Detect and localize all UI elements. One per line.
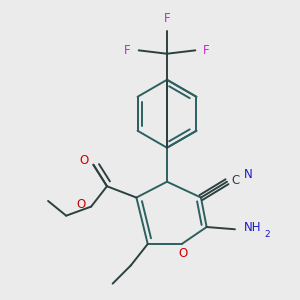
Text: N: N — [244, 168, 253, 182]
Text: NH: NH — [244, 220, 262, 233]
Text: O: O — [80, 154, 89, 167]
Text: F: F — [164, 12, 170, 26]
Text: O: O — [178, 247, 188, 260]
Text: F: F — [203, 44, 210, 57]
Text: F: F — [124, 44, 131, 57]
Text: O: O — [76, 198, 86, 211]
Text: 2: 2 — [264, 230, 270, 239]
Text: C: C — [232, 174, 240, 187]
